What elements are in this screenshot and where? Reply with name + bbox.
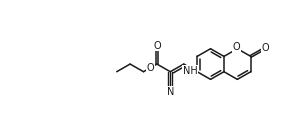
Text: O: O: [262, 43, 269, 53]
Text: NH: NH: [183, 66, 198, 76]
Text: O: O: [153, 41, 161, 51]
Text: N: N: [167, 87, 174, 97]
Text: O: O: [146, 63, 154, 73]
Text: O: O: [233, 42, 241, 52]
